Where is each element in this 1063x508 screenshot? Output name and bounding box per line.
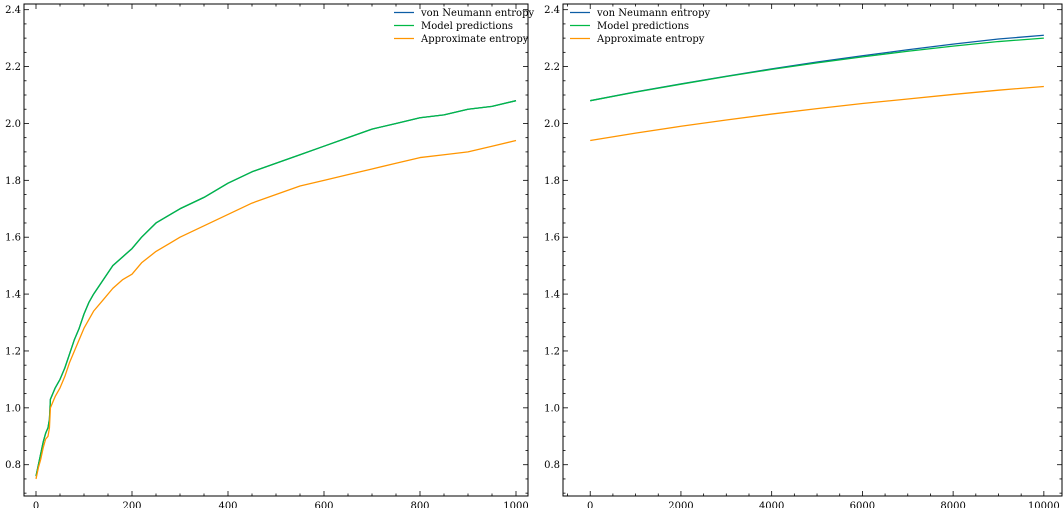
y-tick-label: 2.2	[5, 62, 21, 73]
legend-label: Model predictions	[421, 21, 513, 32]
y-tick-label: 1.0	[544, 403, 560, 414]
series-line-approximate-entropy	[35, 139, 517, 480]
y-tick-label: 1.4	[5, 290, 21, 301]
y-tick-label: 0.8	[5, 460, 21, 471]
right-chart-panel: 0 2000 4000 6000 8000 10000 0.8 1.0 1.2 1.4 1.6 1.8…	[544, 3, 1063, 508]
left-chart-panel: 0 200 400 600 800 1000 0.8 1.0 1.2 1.4 1.6 1.8 2.0 2.…	[5, 3, 534, 508]
x-tick-label: 10000	[1028, 501, 1060, 508]
x-tick-label: 4000	[759, 501, 784, 508]
legend-label: von Neumann entropy	[420, 8, 534, 19]
y-tick-label: 1.0	[5, 403, 21, 414]
y-tick-label: 1.6	[544, 233, 560, 244]
y-tick-label: 1.8	[5, 176, 21, 187]
x-tick-label: 400	[218, 501, 237, 508]
legend-label: Model predictions	[597, 21, 689, 32]
series-line-approximate-entropy	[590, 85, 1044, 142]
x-tick-label: 0	[33, 501, 39, 508]
plot-frame	[23, 3, 529, 497]
legend-label: von Neumann entropy	[596, 8, 710, 19]
plot-frame	[562, 3, 1063, 497]
y-tick-label: 1.2	[5, 346, 21, 357]
series-line-model-predictions	[590, 37, 1044, 102]
legend-label: Approximate entropy	[420, 34, 529, 45]
x-tick-label: 1000	[503, 501, 528, 508]
y-tick-label: 1.6	[5, 233, 21, 244]
series-line-von-neumann-entropy	[35, 100, 517, 477]
legend-label: Approximate entropy	[596, 34, 705, 45]
legend: von Neumann entropy Model predictions Appr…	[570, 8, 710, 45]
x-tick-label: 6000	[850, 501, 875, 508]
y-tick-label: 2.0	[5, 119, 21, 130]
x-tick-label: 600	[314, 501, 333, 508]
y-tick-label: 1.8	[544, 176, 560, 187]
series-line-von-neumann-entropy	[590, 34, 1044, 102]
y-tick-label: 0.8	[544, 460, 560, 471]
y-tick-label: 1.2	[544, 346, 560, 357]
legend: von Neumann entropy Model predictions Appr…	[394, 8, 534, 45]
x-tick-label: 200	[122, 501, 141, 508]
x-tick-label: 8000	[940, 501, 965, 508]
y-tick-label: 1.4	[544, 290, 560, 301]
y-tick-label: 2.0	[544, 119, 560, 130]
series-line-model-predictions	[35, 100, 517, 477]
y-tick-label: 2.4	[544, 5, 560, 16]
y-tick-label: 2.4	[5, 5, 21, 16]
y-tick-label: 2.2	[544, 62, 560, 73]
x-tick-label: 800	[410, 501, 429, 508]
x-tick-label: 2000	[668, 501, 693, 508]
x-tick-label: 0	[587, 501, 593, 508]
